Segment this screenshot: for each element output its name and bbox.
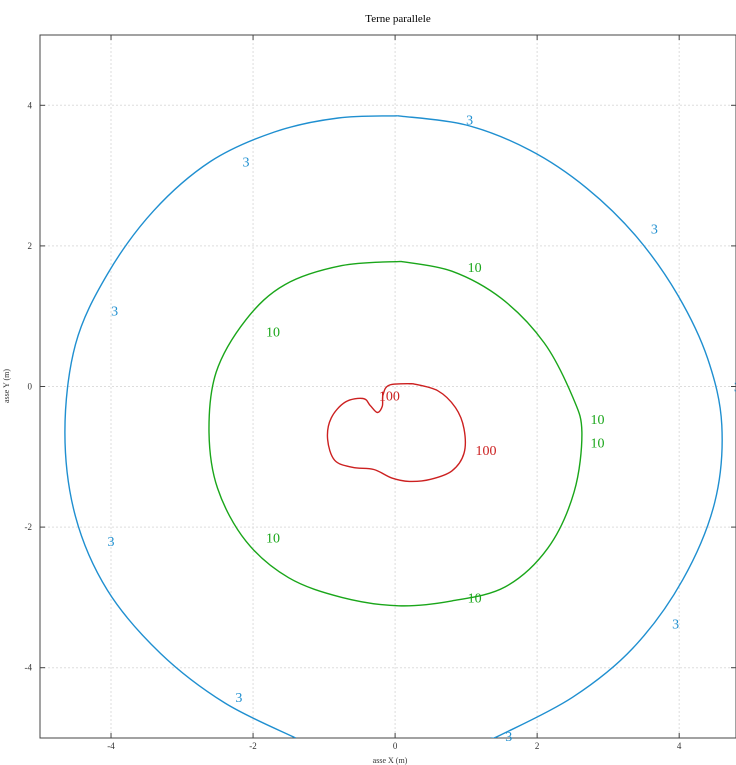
contour-label-3: 3 xyxy=(111,305,118,320)
chart-title: Terne parallele xyxy=(365,13,431,25)
contour-label-10: 10 xyxy=(468,261,482,276)
contour-label-100: 100 xyxy=(476,444,497,459)
contour-label-3: 3 xyxy=(235,691,242,706)
x-tick-label: -4 xyxy=(107,741,115,751)
contour-label-3: 3 xyxy=(242,156,249,171)
x-axis-label: asse X (m) xyxy=(373,756,408,765)
y-tick-label: -4 xyxy=(25,663,33,673)
y-axis-label: asse Y (m) xyxy=(2,369,11,403)
contour-line-10 xyxy=(208,260,583,607)
contour-label-10: 10 xyxy=(591,413,605,428)
contour-line-3 xyxy=(397,115,723,738)
contour-label-10: 10 xyxy=(266,532,280,547)
contour-label-3: 3 xyxy=(651,222,658,237)
contour-label-100: 100 xyxy=(379,390,400,405)
y-tick-label: 0 xyxy=(28,382,33,392)
axis-ticks: -4 -2 0 2 4 -4 -2 0 2 4 xyxy=(25,35,736,751)
contour-label-3: 3 xyxy=(466,113,473,128)
contour-line-100 xyxy=(326,383,466,483)
contour-label-3: 3 xyxy=(672,617,679,632)
y-tick-label: 4 xyxy=(28,100,33,110)
grid xyxy=(40,35,736,738)
contour-line-3 xyxy=(64,115,398,738)
x-tick-label: 2 xyxy=(535,741,540,751)
x-tick-label: 0 xyxy=(393,741,398,751)
x-tick-label: -2 xyxy=(249,741,257,751)
contour-label-3: 3 xyxy=(505,730,512,745)
contour-label-10: 10 xyxy=(591,437,605,452)
y-tick-label: -2 xyxy=(25,522,33,532)
contour-lines xyxy=(64,115,723,738)
x-tick-label: 4 xyxy=(677,741,682,751)
contour-labels: 3 3 3 3 3 3 3 3 3 10 10 10 10 10 10 100 100 xyxy=(108,113,736,745)
contour-label-10: 10 xyxy=(468,591,482,606)
y-tick-label: 2 xyxy=(28,241,33,251)
contour-label-10: 10 xyxy=(266,326,280,341)
contour-label-3: 3 xyxy=(108,535,115,550)
contour-label-3: 3 xyxy=(734,381,736,396)
